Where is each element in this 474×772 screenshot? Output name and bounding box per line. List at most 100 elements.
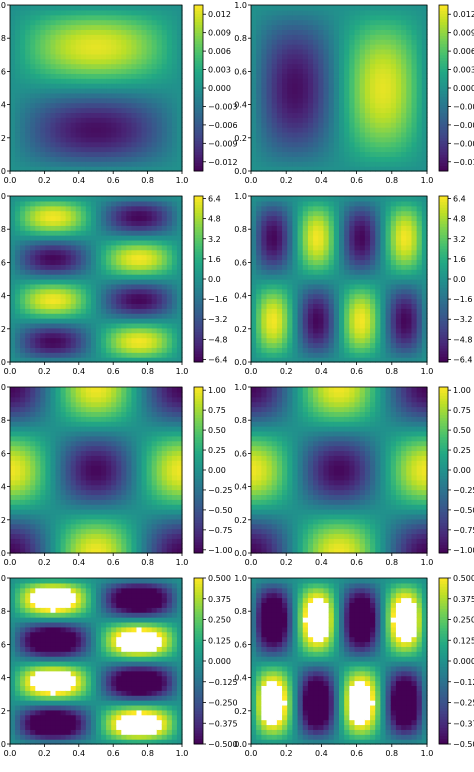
heatmap-cell — [40, 146, 47, 153]
colorbar-band — [194, 40, 203, 45]
heatmap-cell — [395, 210, 402, 217]
heatmap-cell — [151, 327, 158, 334]
heatmap-cell — [156, 342, 163, 348]
heatmap-cell — [116, 78, 122, 84]
heatmap-cell — [307, 122, 314, 128]
heatmap-cell — [287, 48, 294, 55]
heatmap-cell — [380, 19, 387, 26]
heatmap-cell — [90, 34, 97, 40]
heatmap-cell — [276, 210, 283, 217]
heatmap-cell — [126, 88, 133, 94]
heatmap-cell — [307, 9, 314, 16]
heatmap-cell — [323, 73, 330, 79]
heatmap-cell — [261, 259, 268, 265]
heatmap-cell — [176, 19, 183, 26]
heatmap-cell — [266, 357, 273, 363]
heatmap-cell — [75, 225, 82, 231]
heatmap-cell — [141, 313, 148, 319]
heatmap-cell — [40, 205, 47, 212]
heatmap-cell — [85, 34, 92, 40]
heatmap-cell — [20, 205, 26, 212]
colorbar-band — [194, 334, 203, 338]
heatmap-cell — [375, 347, 382, 353]
heatmap-cell — [171, 107, 178, 114]
heatmap-cell — [380, 274, 387, 280]
heatmap-cell — [375, 200, 382, 207]
heatmap-cell — [271, 264, 278, 270]
heatmap-cell — [375, 63, 382, 70]
heatmap-cell — [328, 342, 335, 348]
heatmap-cell — [364, 279, 371, 285]
heatmap-cell — [171, 220, 178, 226]
y-tick-label: 0.2 — [234, 325, 247, 334]
heatmap-cell — [80, 166, 87, 172]
heatmap-cell — [323, 14, 330, 21]
heatmap-cell — [85, 88, 92, 94]
heatmap-cell — [111, 269, 117, 275]
heatmap-cell — [364, 200, 371, 207]
heatmap-cell — [354, 308, 361, 314]
heatmap-cell — [364, 342, 371, 348]
heatmap-cell — [131, 259, 138, 265]
heatmap-cell — [349, 131, 356, 138]
heatmap-cell — [90, 322, 97, 329]
heatmap-cell — [364, 196, 371, 202]
heatmap-cell — [70, 19, 77, 26]
heatmap-cell — [354, 244, 361, 251]
heatmap-cell — [266, 200, 273, 207]
heatmap-cell — [136, 318, 143, 324]
heatmap-cell — [136, 5, 143, 11]
heatmap-cell — [354, 122, 361, 128]
heatmap-cell — [421, 215, 428, 222]
heatmap-cell — [256, 303, 262, 309]
heatmap-cell — [364, 225, 371, 231]
heatmap-cell — [333, 151, 340, 157]
heatmap-cell — [166, 68, 173, 74]
heatmap-cell — [96, 230, 102, 236]
heatmap-cell — [85, 166, 92, 172]
heatmap-cell — [287, 293, 294, 300]
heatmap-cell — [55, 14, 62, 21]
colorbar-band — [439, 118, 448, 122]
heatmap-cell — [146, 322, 153, 329]
heatmap-cell — [40, 264, 47, 270]
heatmap-cell — [416, 205, 423, 212]
heatmap-cell — [166, 92, 173, 99]
heatmap-cell — [359, 357, 366, 363]
heatmap-cell — [45, 39, 52, 45]
heatmap-cell — [333, 102, 340, 109]
heatmap-cell — [55, 254, 62, 261]
heatmap-cell — [40, 24, 47, 31]
heatmap-cell — [364, 235, 371, 241]
heatmap-cell — [176, 259, 183, 265]
heatmap-cell — [406, 313, 413, 319]
heatmap-cell — [276, 122, 283, 128]
heatmap-cell — [65, 68, 72, 74]
heatmap-cell — [101, 322, 107, 329]
heatmap-cell — [375, 19, 382, 26]
heatmap-cell — [390, 225, 397, 231]
heatmap-cell — [401, 308, 407, 314]
heatmap-cell — [60, 225, 67, 231]
heatmap-cell — [344, 48, 350, 55]
heatmap-cell — [35, 308, 41, 314]
heatmap-cell — [261, 29, 268, 35]
heatmap-cell — [318, 63, 325, 70]
heatmap-cell — [256, 78, 262, 84]
heatmap-cell — [323, 210, 330, 217]
heatmap-cell — [141, 332, 148, 339]
heatmap-cell — [256, 205, 262, 212]
heatmap-cell — [287, 230, 294, 236]
heatmap-cell — [276, 34, 283, 40]
heatmap-cell — [156, 288, 163, 295]
heatmap-cell — [271, 24, 278, 31]
heatmap-cell — [282, 9, 288, 16]
heatmap-cell — [45, 122, 52, 128]
heatmap-cell — [30, 264, 36, 270]
colorbar-band — [194, 157, 203, 161]
heatmap-cell — [101, 117, 107, 123]
heatmap-cell — [344, 264, 350, 270]
heatmap-cell — [333, 239, 340, 246]
heatmap-cell — [292, 161, 299, 167]
heatmap-cell — [292, 269, 299, 275]
